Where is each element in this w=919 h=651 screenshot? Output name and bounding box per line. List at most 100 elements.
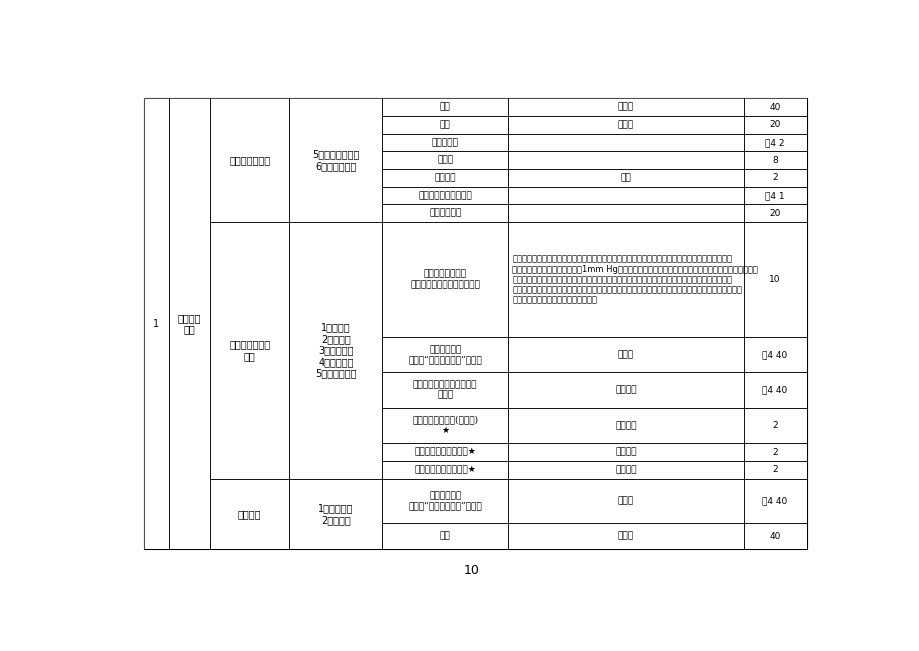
Bar bbox=[507, 187, 743, 204]
Bar bbox=[507, 169, 743, 187]
Bar bbox=[507, 443, 743, 461]
Bar bbox=[381, 337, 507, 372]
Bar bbox=[743, 151, 806, 169]
Bar bbox=[381, 116, 507, 133]
Bar bbox=[381, 98, 507, 116]
Text: 呥4 40: 呥4 40 bbox=[762, 350, 787, 359]
Bar bbox=[507, 222, 743, 337]
Bar bbox=[743, 523, 806, 549]
Bar bbox=[743, 116, 806, 133]
Bar bbox=[743, 133, 806, 151]
Bar bbox=[381, 133, 507, 151]
Bar bbox=[210, 98, 289, 222]
Bar bbox=[381, 478, 507, 523]
Text: 标准配置: 标准配置 bbox=[615, 421, 636, 430]
Text: 1: 1 bbox=[153, 319, 159, 329]
Text: 标准配置: 标准配置 bbox=[615, 385, 636, 395]
Bar bbox=[743, 187, 806, 204]
Bar bbox=[210, 478, 289, 549]
Bar bbox=[743, 443, 806, 461]
Bar bbox=[743, 372, 806, 408]
Text: 1、量体温
2、量脉愉
3、测量呼吸
4、测量血压
5、绘制体温单: 1、量体温 2、量脉愉 3、测量呼吸 4、测量血压 5、绘制体温单 bbox=[314, 322, 357, 378]
Bar bbox=[381, 204, 507, 222]
Bar bbox=[743, 98, 806, 116]
Text: 8: 8 bbox=[771, 156, 777, 165]
Bar bbox=[289, 98, 381, 222]
Bar bbox=[507, 461, 743, 478]
Bar bbox=[743, 461, 806, 478]
Bar bbox=[210, 478, 289, 549]
Text: 10: 10 bbox=[463, 564, 479, 577]
Bar bbox=[381, 133, 507, 151]
Text: 10: 10 bbox=[768, 275, 780, 284]
Bar bbox=[743, 222, 806, 337]
Text: 标准配置: 标准配置 bbox=[615, 447, 636, 456]
Bar bbox=[743, 478, 806, 523]
Bar bbox=[507, 443, 743, 461]
Bar bbox=[381, 222, 507, 337]
Bar bbox=[381, 337, 507, 372]
Bar bbox=[381, 408, 507, 443]
Bar bbox=[507, 372, 743, 408]
Bar bbox=[143, 98, 806, 549]
Bar bbox=[743, 408, 806, 443]
Bar bbox=[507, 151, 743, 169]
Bar bbox=[381, 443, 507, 461]
Bar bbox=[381, 478, 507, 523]
Bar bbox=[168, 98, 210, 549]
Text: 呥4 1: 呥4 1 bbox=[765, 191, 784, 200]
Bar bbox=[507, 98, 743, 116]
Bar bbox=[381, 372, 507, 408]
Bar bbox=[210, 222, 289, 478]
Bar bbox=[743, 169, 806, 187]
Bar bbox=[507, 523, 743, 549]
Text: 饮食疗法: 饮食疗法 bbox=[238, 509, 261, 519]
Bar bbox=[743, 187, 806, 204]
Bar bbox=[743, 204, 806, 222]
Text: 多功能洗浴床、洗浴椅: 多功能洗浴床、洗浴椅 bbox=[418, 191, 471, 200]
Bar bbox=[743, 461, 806, 478]
Text: 床上擦浴用物: 床上擦浴用物 bbox=[428, 209, 460, 217]
Text: 红外线耳式体温计(示教用)
★: 红外线耳式体温计(示教用) ★ bbox=[412, 416, 478, 435]
Bar bbox=[143, 98, 168, 549]
Text: 不锈锤: 不锈锤 bbox=[618, 350, 633, 359]
Bar bbox=[507, 408, 743, 443]
Bar bbox=[381, 187, 507, 204]
Text: 不锈锤: 不锈锤 bbox=[618, 496, 633, 505]
Bar bbox=[507, 133, 743, 151]
Bar bbox=[381, 408, 507, 443]
Text: 治疗盘、弯盘
（可与“无菌技术操作”共用）: 治疗盘、弯盘 （可与“无菌技术操作”共用） bbox=[408, 491, 482, 510]
Bar bbox=[507, 523, 743, 549]
Bar bbox=[381, 372, 507, 408]
Bar bbox=[210, 222, 289, 478]
Bar bbox=[507, 372, 743, 408]
Bar bbox=[381, 204, 507, 222]
Bar bbox=[507, 204, 743, 222]
Bar bbox=[289, 478, 381, 549]
Text: 生命体征的评估
测量: 生命体征的评估 测量 bbox=[229, 339, 270, 361]
Bar bbox=[168, 98, 210, 549]
Bar bbox=[507, 187, 743, 204]
Text: 20: 20 bbox=[768, 120, 780, 129]
Bar bbox=[143, 98, 168, 549]
Bar bbox=[507, 222, 743, 337]
Bar bbox=[507, 337, 743, 372]
Bar bbox=[743, 478, 806, 523]
Text: 40: 40 bbox=[768, 532, 780, 540]
Bar bbox=[507, 461, 743, 478]
Bar bbox=[743, 151, 806, 169]
Text: 电子体温计（示教用）★: 电子体温计（示教用）★ bbox=[414, 447, 476, 456]
Bar bbox=[743, 443, 806, 461]
Bar bbox=[381, 461, 507, 478]
Text: 海绵垫: 海绵垫 bbox=[437, 156, 453, 165]
Text: 便盆: 便盆 bbox=[439, 120, 450, 129]
Text: 2: 2 bbox=[771, 447, 777, 456]
Text: 不锈锤: 不锈锤 bbox=[618, 102, 633, 111]
Text: 量杯: 量杯 bbox=[439, 102, 450, 111]
Bar bbox=[289, 478, 381, 549]
Text: 2: 2 bbox=[771, 465, 777, 474]
Text: 2: 2 bbox=[771, 173, 777, 182]
Bar bbox=[507, 133, 743, 151]
Bar bbox=[381, 169, 507, 187]
Text: 标准配置: 标准配置 bbox=[615, 465, 636, 474]
